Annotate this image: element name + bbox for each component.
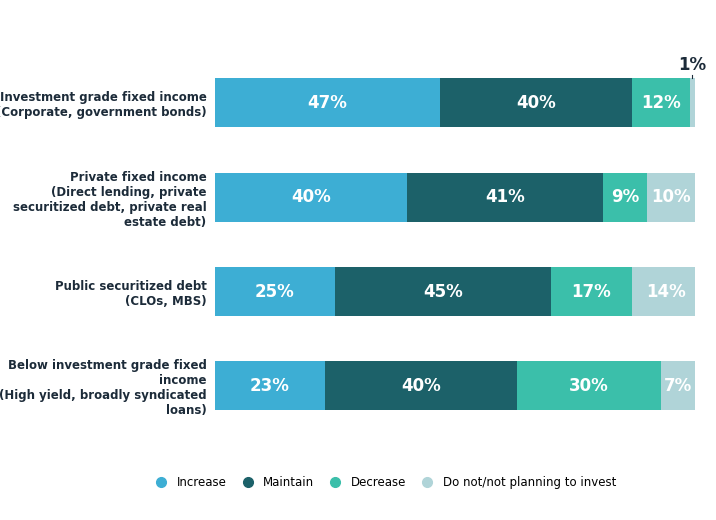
Text: 1%: 1% xyxy=(678,56,706,74)
Text: 40%: 40% xyxy=(401,377,441,395)
Bar xyxy=(551,267,632,316)
Text: 45%: 45% xyxy=(422,282,463,301)
Bar xyxy=(440,79,632,127)
Bar xyxy=(690,79,695,127)
Text: 25%: 25% xyxy=(255,282,295,301)
Text: 7%: 7% xyxy=(664,377,692,395)
Bar xyxy=(407,173,604,222)
Bar xyxy=(632,79,690,127)
Text: 14%: 14% xyxy=(646,282,686,301)
Text: 40%: 40% xyxy=(516,94,556,112)
Text: 47%: 47% xyxy=(308,94,347,112)
Text: 30%: 30% xyxy=(569,377,609,395)
Text: 9%: 9% xyxy=(611,188,639,206)
Text: 23%: 23% xyxy=(250,377,290,395)
Text: 12%: 12% xyxy=(641,94,681,112)
Bar xyxy=(215,173,407,222)
Text: 10%: 10% xyxy=(651,188,690,206)
Bar xyxy=(325,361,517,410)
Bar xyxy=(215,267,335,316)
Legend: Increase, Maintain, Decrease, Do not/not planning to invest: Increase, Maintain, Decrease, Do not/not… xyxy=(145,472,621,494)
Bar xyxy=(604,173,647,222)
Bar xyxy=(215,361,325,410)
Bar xyxy=(335,267,551,316)
Bar xyxy=(215,79,440,127)
Bar xyxy=(632,267,700,316)
Bar xyxy=(647,173,695,222)
Text: 40%: 40% xyxy=(291,188,331,206)
Bar xyxy=(517,361,661,410)
Text: 41%: 41% xyxy=(485,188,525,206)
Bar xyxy=(661,361,695,410)
Text: 17%: 17% xyxy=(571,282,611,301)
